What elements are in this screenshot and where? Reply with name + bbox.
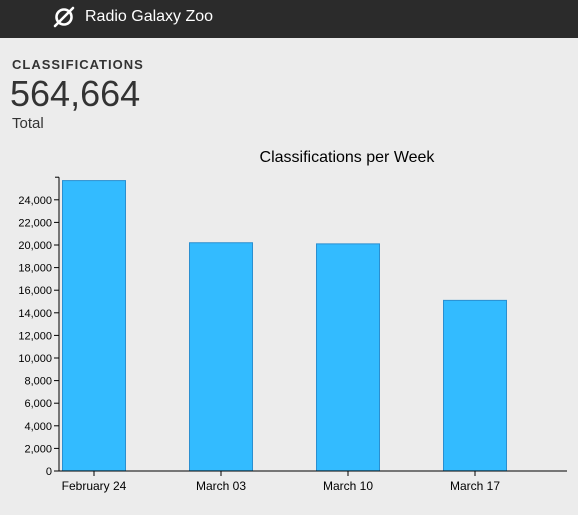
y-tick-label: 4,000	[24, 421, 52, 433]
y-tick-label: 0	[46, 466, 52, 478]
classifications-total-value: 564,664	[10, 73, 141, 114]
site-name-link[interactable]: Radio Galaxy Zoo	[85, 8, 214, 25]
y-tick-label: 20,000	[18, 240, 52, 252]
y-tick-label: 16,000	[18, 285, 52, 297]
x-tick-label: March 10	[323, 479, 373, 493]
x-axis: February 24 March 03 March 10 March 17	[59, 470, 567, 493]
y-axis: 0 2,000 4,000 6,000 8,000 10,000 12,000 14,000 1…	[18, 176, 60, 478]
bars	[62, 180, 507, 472]
bar-march-03[interactable]	[189, 242, 253, 472]
y-tick-label: 10,000	[18, 353, 52, 365]
x-tick-label: February 24	[62, 479, 127, 493]
x-tick-label: March 17	[450, 479, 500, 493]
total-label: Total	[12, 115, 44, 132]
x-tick-label: March 03	[196, 479, 246, 493]
galaxy-logo-icon[interactable]	[53, 6, 75, 28]
top-bar: Radio Galaxy Zoo	[0, 0, 578, 38]
classifications-per-week-chart: Classifications per Week 0 2,000 4,000 6,00…	[18, 149, 567, 493]
bar-march-17[interactable]	[443, 299, 507, 472]
y-tick-label: 24,000	[18, 195, 52, 207]
y-tick-label: 8,000	[24, 376, 52, 388]
y-tick-label: 2,000	[24, 443, 52, 455]
y-tick-label: 14,000	[18, 308, 52, 320]
y-tick-label: 12,000	[18, 330, 52, 342]
bar-march-10[interactable]	[316, 243, 380, 472]
y-tick-label: 18,000	[18, 263, 52, 275]
y-tick-label: 6,000	[24, 398, 52, 410]
y-tick-label: 22,000	[18, 217, 52, 229]
chart-title: Classifications per Week	[260, 149, 436, 166]
classifications-label: CLASSIFICATIONS	[12, 57, 144, 72]
bar-february-24[interactable]	[62, 180, 126, 472]
